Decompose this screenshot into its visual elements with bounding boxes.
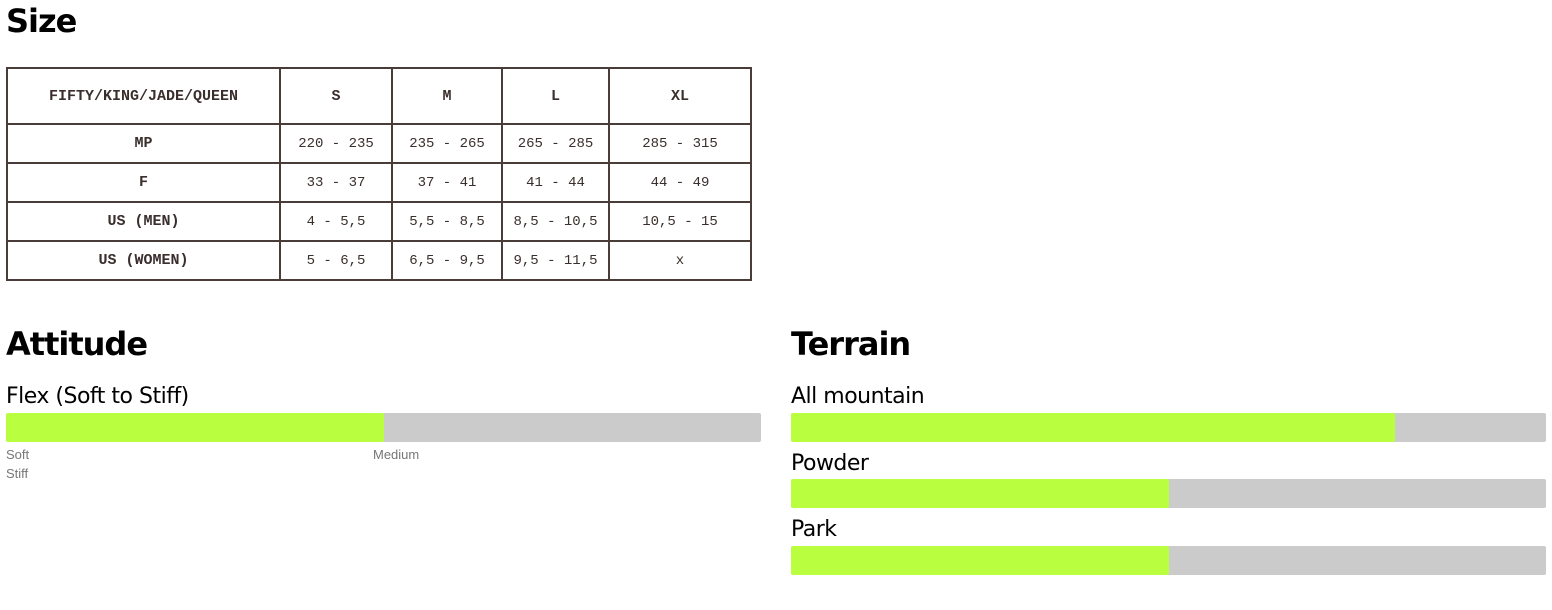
table-header: FIFTY/KING/JADE/QUEEN: [6, 67, 281, 125]
table-header: S: [279, 67, 393, 125]
terrain-label-powder: Powder: [791, 451, 869, 476]
terrain-bar-powder: [791, 479, 1546, 508]
row-header: US (MEN): [6, 201, 281, 242]
table-header: M: [391, 67, 503, 125]
terrain-bar-fill: [791, 413, 1395, 442]
size-table: FIFTY/KING/JADE/QUEEN S M L XL MP 220 - 2…: [6, 67, 752, 281]
table-row: MP 220 - 235 235 - 265 265 - 285 285 - 315: [6, 123, 752, 164]
terrain-title: Terrain: [791, 325, 911, 363]
table-row: US (WOMEN) 5 - 6,5 6,5 - 9,5 9,5 - 11,5 x: [6, 240, 752, 281]
terrain-bar-park: [791, 546, 1546, 575]
table-header-row: FIFTY/KING/JADE/QUEEN S M L XL: [6, 67, 752, 125]
table-row: F 33 - 37 37 - 41 41 - 44 44 - 49: [6, 162, 752, 203]
terrain-label-park: Park: [791, 517, 837, 542]
flex-label: Flex (Soft to Stiff): [6, 384, 189, 409]
table-cell: x: [608, 240, 752, 281]
flex-tick-stiff: Stiff: [6, 466, 29, 481]
attitude-title: Attitude: [6, 325, 148, 363]
table-cell: 265 - 285: [501, 123, 610, 164]
table-row: US (MEN) 4 - 5,5 5,5 - 8,5 8,5 - 10,5 10,5 -…: [6, 201, 752, 242]
table-cell: 9,5 - 11,5: [501, 240, 610, 281]
terrain-bar-fill: [791, 479, 1169, 508]
size-title: Size: [6, 2, 77, 40]
terrain-label-all-mountain: All mountain: [791, 384, 925, 409]
table-cell: 5,5 - 8,5: [391, 201, 503, 242]
flex-tick-medium: Medium: [373, 447, 420, 462]
table-cell: 5 - 6,5: [279, 240, 393, 281]
flex-bar-fill: [6, 413, 384, 442]
table-cell: 41 - 44: [501, 162, 610, 203]
table-cell: 33 - 37: [279, 162, 393, 203]
terrain-bar-all-mountain: [791, 413, 1546, 442]
terrain-bar-fill: [791, 546, 1169, 575]
flex-tick-soft: Soft: [6, 447, 30, 462]
table-cell: 235 - 265: [391, 123, 503, 164]
table-cell: 220 - 235: [279, 123, 393, 164]
table-cell: 37 - 41: [391, 162, 503, 203]
table-cell: 4 - 5,5: [279, 201, 393, 242]
table-cell: 44 - 49: [608, 162, 752, 203]
row-header: F: [6, 162, 281, 203]
row-header: US (WOMEN): [6, 240, 281, 281]
table-header: L: [501, 67, 610, 125]
table-cell: 285 - 315: [608, 123, 752, 164]
table-header: XL: [608, 67, 752, 125]
flex-bar: [6, 413, 761, 442]
table-cell: 6,5 - 9,5: [391, 240, 503, 281]
row-header: MP: [6, 123, 281, 164]
table-cell: 10,5 - 15: [608, 201, 752, 242]
table-cell: 8,5 - 10,5: [501, 201, 610, 242]
